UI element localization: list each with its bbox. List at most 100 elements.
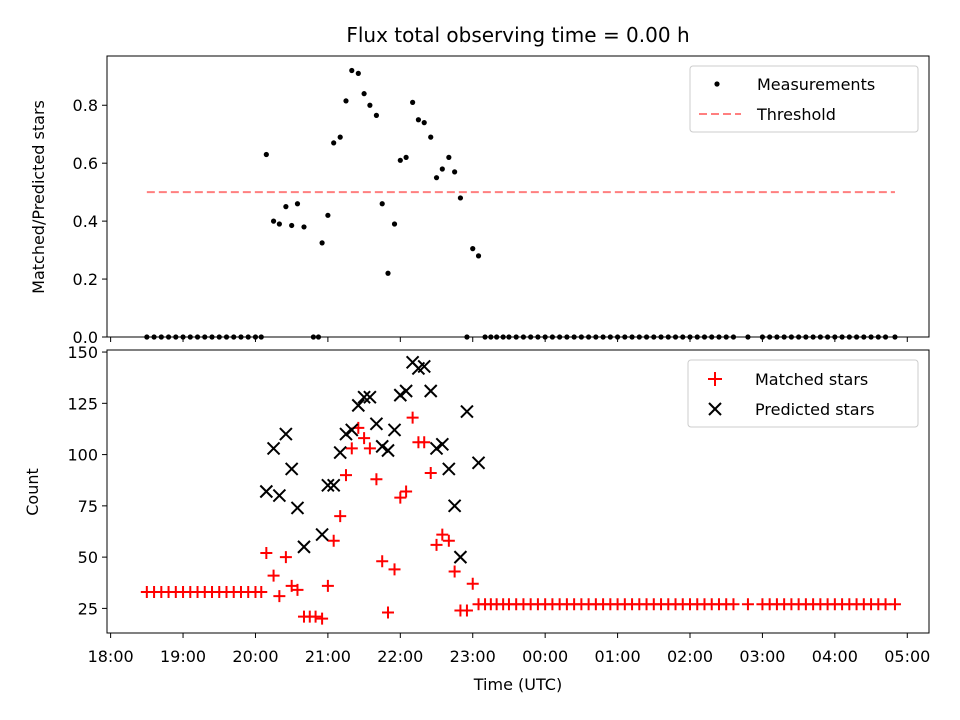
measurement-point — [349, 67, 355, 74]
measurement-point — [397, 157, 403, 163]
top-y-tick-label: 0.2 — [73, 270, 98, 289]
matched-star-point — [255, 585, 268, 598]
bottom-x-tick-label: 20:00 — [232, 647, 278, 666]
measurement-point — [439, 166, 445, 172]
matched-star-point — [291, 583, 304, 596]
measurement-point — [452, 169, 458, 175]
legend-matched-marker — [708, 372, 722, 386]
measurement-point — [410, 99, 416, 105]
top-legend-box — [689, 65, 919, 133]
matched-stars-points — [140, 411, 901, 625]
bottom-x-tick-label: 03:00 — [739, 647, 785, 666]
measurement-point — [263, 151, 269, 158]
predicted-star-point — [321, 478, 335, 493]
predicted-star-point — [345, 423, 359, 437]
bottom-x-tick-label: 01:00 — [595, 647, 641, 666]
x-axis-label: Time (UTC) — [473, 675, 562, 694]
predicted-star-point — [351, 398, 366, 413]
matched-star-point — [436, 528, 449, 541]
predicted-star-point — [297, 540, 311, 554]
top-y-tick-label: 0.0 — [73, 328, 98, 347]
top-y-ticks: 0.0 0.2 0.4 0.6 0.8 — [73, 96, 107, 347]
measurement-point — [428, 134, 434, 140]
measurement-point — [403, 154, 409, 160]
legend-threshold-label: Threshold — [756, 105, 836, 124]
matched-star-point — [460, 604, 473, 617]
predicted-star-point — [339, 427, 353, 441]
bottom-x-tick-label: 21:00 — [305, 647, 351, 666]
predicted-star-point — [471, 456, 486, 470]
top-axes-frame — [106, 55, 930, 338]
measurement-point — [343, 98, 349, 104]
bottom-x-tick-label: 02:00 — [667, 647, 713, 666]
predicted-star-point — [266, 441, 281, 456]
matched-star-point — [327, 534, 340, 547]
bottom-y-ticks: 25 50 75 100 125 150 — [67, 343, 107, 618]
predicted-star-point — [381, 443, 395, 458]
bottom-y-tick-label: 50 — [78, 548, 98, 567]
top-panel: 0.00.20.40.60.8 Matched/Predicted stars … — [29, 55, 930, 347]
matched-star-point — [406, 411, 419, 424]
predicted-star-point — [447, 499, 462, 513]
measurement-point — [470, 246, 476, 252]
legend-predicted-marker — [708, 402, 722, 416]
chart-title: Flux total observing time = 0.00 h — [346, 23, 689, 47]
bottom-x-tick-label: 04:00 — [812, 647, 858, 666]
matched-star-point — [267, 569, 280, 582]
predicted-star-point — [393, 388, 408, 402]
bottom-y-tick-label: 150 — [67, 343, 98, 362]
measurement-point — [289, 222, 295, 229]
predicted-star-point — [387, 423, 402, 437]
measurement-point — [446, 154, 452, 160]
predicted-star-point — [399, 384, 413, 398]
top-y-tick-label: 0.4 — [73, 212, 98, 231]
bottom-x-tick-label: 00:00 — [522, 647, 568, 666]
predicted-star-point — [369, 417, 384, 431]
matched-star-point — [316, 612, 329, 625]
matched-star-point — [321, 579, 334, 592]
measurement-point — [337, 134, 343, 140]
matched-star-point — [388, 563, 401, 576]
measurement-point — [270, 218, 277, 224]
predicted-star-point — [460, 404, 474, 419]
matched-star-point — [358, 432, 371, 445]
predicted-star-point — [417, 359, 431, 374]
measurement-point — [391, 221, 398, 227]
legend-measurements-marker — [714, 81, 720, 87]
top-y-axis-label: Matched/Predicted stars — [29, 100, 48, 294]
matched-star-point — [727, 598, 740, 611]
predicted-star-point — [259, 484, 274, 499]
matched-star-point — [260, 547, 273, 560]
measurement-point — [301, 224, 307, 230]
bottom-axes-frame — [106, 349, 930, 634]
matched-star-point — [466, 577, 479, 590]
matched-star-point — [339, 469, 352, 482]
matched-star-point — [370, 473, 383, 486]
bottom-legend: Matched stars Predicted stars — [687, 359, 919, 428]
predicted-stars-points — [259, 355, 486, 564]
bottom-y-tick-label: 125 — [67, 394, 98, 413]
predicted-star-point — [363, 390, 377, 404]
predicted-star-point — [326, 478, 341, 493]
bottom-y-tick-label: 100 — [67, 446, 98, 465]
measurement-point — [373, 112, 380, 118]
measurement-point — [325, 212, 331, 218]
predicted-star-point — [284, 462, 299, 476]
matched-star-point — [741, 598, 754, 611]
measurement-point — [433, 175, 440, 181]
predicted-star-point — [357, 390, 371, 404]
matched-star-point — [424, 467, 437, 480]
top-y-tick-label: 0.8 — [73, 96, 98, 115]
measurement-point — [367, 102, 373, 108]
measurement-point — [355, 70, 361, 76]
bottom-x-tick-label: 22:00 — [377, 647, 423, 666]
matched-star-point — [418, 436, 431, 449]
matched-star-point — [334, 510, 347, 523]
bottom-x-tick-label: 19:00 — [160, 647, 206, 666]
matched-star-point — [888, 598, 901, 611]
measurement-point — [319, 240, 325, 246]
measurement-point — [331, 140, 337, 146]
matched-star-point — [430, 538, 443, 551]
matched-star-point — [382, 606, 395, 619]
